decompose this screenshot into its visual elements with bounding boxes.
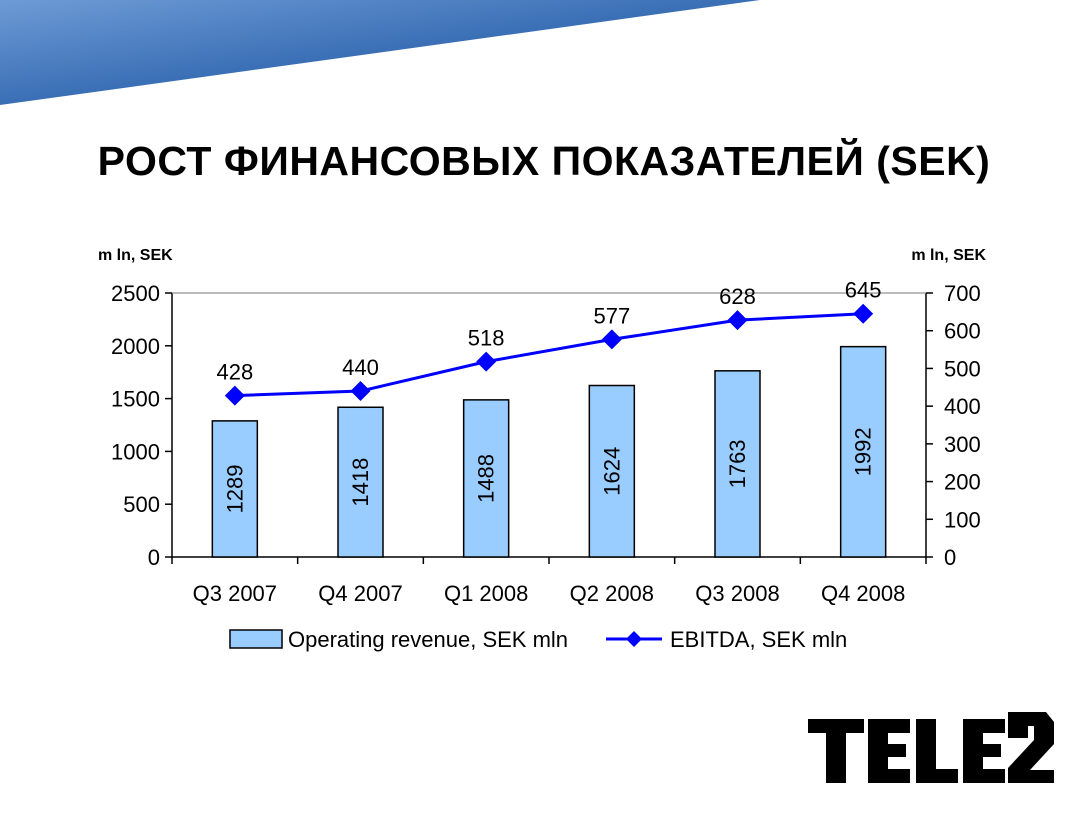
right-tick-label: 300 bbox=[944, 432, 981, 457]
ebitda-data-label: 518 bbox=[468, 326, 505, 351]
right-tick-label: 100 bbox=[944, 507, 981, 532]
left-tick-label: 0 bbox=[148, 545, 160, 570]
x-tick-label: Q3 2007 bbox=[193, 581, 277, 606]
ebitda-marker bbox=[727, 310, 748, 331]
left-tick-label: 2500 bbox=[111, 281, 160, 306]
x-tick-label: Q1 2008 bbox=[444, 581, 528, 606]
left-axis-unit: m ln, SEK bbox=[98, 247, 173, 264]
legend-marker-ebitda bbox=[626, 631, 642, 647]
x-tick-label: Q4 2008 bbox=[821, 581, 905, 606]
left-tick-label: 500 bbox=[123, 492, 160, 517]
ebitda-data-label: 628 bbox=[719, 284, 756, 309]
right-axis-unit: m ln, SEK bbox=[911, 247, 986, 264]
header-banner bbox=[0, 0, 760, 105]
ebitda-marker bbox=[853, 303, 874, 324]
right-tick-label: 400 bbox=[944, 394, 981, 419]
bar-data-label: 1418 bbox=[348, 458, 373, 507]
ebitda-data-label: 440 bbox=[342, 355, 379, 380]
bar bbox=[588, 384, 636, 558]
ebitda-line bbox=[234, 312, 864, 398]
bar-data-label: 1992 bbox=[851, 427, 876, 476]
bar-data-label: 1289 bbox=[222, 464, 247, 513]
bar-data-label: 1624 bbox=[599, 447, 624, 496]
left-tick-label: 1000 bbox=[111, 439, 160, 464]
ebitda-marker bbox=[601, 329, 622, 350]
bar-data-label: 1488 bbox=[474, 454, 499, 503]
x-tick-label: Q2 2008 bbox=[570, 581, 654, 606]
ebitda-marker bbox=[350, 381, 371, 402]
legend-label-revenue: Operating revenue, SEK mln bbox=[288, 627, 568, 652]
ebitda-data-label: 645 bbox=[845, 278, 882, 303]
bar bbox=[211, 420, 259, 558]
right-tick-label: 200 bbox=[944, 470, 981, 495]
ebitda-data-label: 428 bbox=[216, 360, 253, 385]
right-tick-label: 600 bbox=[944, 319, 981, 344]
bar bbox=[839, 345, 887, 558]
bar bbox=[462, 399, 510, 558]
x-tick-label: Q3 2008 bbox=[695, 581, 779, 606]
left-tick-label: 2000 bbox=[111, 334, 160, 359]
x-tick-label: Q4 2007 bbox=[318, 581, 402, 606]
right-tick-label: 700 bbox=[944, 281, 981, 306]
legend-swatch-revenue bbox=[229, 629, 283, 649]
right-tick-label: 0 bbox=[944, 545, 956, 570]
legend-label-ebitda: EBITDA, SEK mln bbox=[670, 627, 847, 652]
ebitda-marker bbox=[224, 385, 245, 406]
ebitda-data-label: 577 bbox=[593, 303, 630, 328]
bar-data-label: 1763 bbox=[725, 439, 750, 488]
page-title: РОСТ ФИНАНСОВЫХ ПОКАЗАТЕЛЕЙ (SEK) bbox=[97, 138, 991, 184]
bar bbox=[714, 370, 761, 558]
bar bbox=[337, 406, 384, 558]
left-tick-label: 1500 bbox=[111, 387, 160, 412]
right-tick-label: 500 bbox=[944, 356, 981, 381]
ebitda-marker bbox=[476, 351, 497, 372]
legend: Operating revenue, SEK mln EBITDA, SEK m… bbox=[229, 627, 847, 652]
